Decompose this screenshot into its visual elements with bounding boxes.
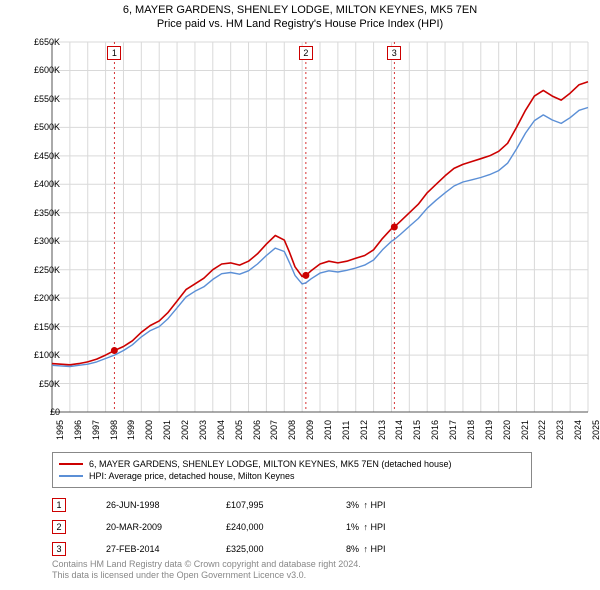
legend-swatch	[59, 463, 83, 465]
x-axis-label: 2000	[144, 420, 154, 440]
legend-swatch	[59, 475, 83, 477]
transaction-marker: 2	[52, 520, 66, 534]
x-axis-label: 2001	[162, 420, 172, 440]
x-axis-label: 1997	[91, 420, 101, 440]
legend-label: 6, MAYER GARDENS, SHENLEY LODGE, MILTON …	[89, 459, 451, 469]
x-axis-label: 2015	[412, 420, 422, 440]
transaction-price: £325,000	[226, 544, 306, 554]
x-axis-label: 2003	[198, 420, 208, 440]
x-axis-label: 2005	[234, 420, 244, 440]
x-axis-label: 2019	[484, 420, 494, 440]
x-axis-label: 2022	[537, 420, 547, 440]
marker-box: 3	[387, 46, 401, 60]
transaction-date: 20-MAR-2009	[106, 522, 186, 532]
x-axis-label: 2021	[520, 420, 530, 440]
transaction-hpi: 3% ↑ HPI	[346, 500, 426, 510]
transaction-table: 1 26-JUN-1998 £107,995 3% ↑ HPI 2 20-MAR-2009…	[52, 494, 426, 560]
x-axis-label: 2006	[252, 420, 262, 440]
x-axis-label: 2004	[216, 420, 226, 440]
x-axis-label: 2024	[573, 420, 583, 440]
legend-row: 6, MAYER GARDENS, SHENLEY LODGE, MILTON …	[59, 459, 525, 469]
x-axis-label: 2014	[394, 420, 404, 440]
transaction-hpi: 1% ↑ HPI	[346, 522, 426, 532]
x-axis-label: 2020	[502, 420, 512, 440]
x-axis-label: 2010	[323, 420, 333, 440]
marker-box: 1	[107, 46, 121, 60]
transaction-date: 27-FEB-2014	[106, 544, 186, 554]
y-axis-label: £150K	[10, 322, 60, 332]
y-axis-label: £100K	[10, 350, 60, 360]
title-line1: 6, MAYER GARDENS, SHENLEY LODGE, MILTON …	[0, 0, 600, 16]
footer-line1: Contains HM Land Registry data © Crown c…	[52, 559, 361, 571]
transaction-date: 26-JUN-1998	[106, 500, 186, 510]
transaction-marker: 1	[52, 498, 66, 512]
y-axis-label: £550K	[10, 94, 60, 104]
transaction-row: 2 20-MAR-2009 £240,000 1% ↑ HPI	[52, 516, 426, 538]
x-axis-label: 2017	[448, 420, 458, 440]
x-axis-label: 1996	[73, 420, 83, 440]
x-axis-label: 2012	[359, 420, 369, 440]
x-axis-label: 2007	[269, 420, 279, 440]
y-axis-label: £300K	[10, 236, 60, 246]
footer-line2: This data is licensed under the Open Gov…	[52, 570, 361, 582]
x-axis-label: 2018	[466, 420, 476, 440]
y-axis-label: £400K	[10, 179, 60, 189]
x-axis-label: 2023	[555, 420, 565, 440]
x-axis-label: 2013	[377, 420, 387, 440]
chart-area	[52, 42, 588, 412]
x-axis-label: 1998	[109, 420, 119, 440]
transaction-price: £240,000	[226, 522, 306, 532]
x-axis-label: 1999	[126, 420, 136, 440]
y-axis-label: £650K	[10, 37, 60, 47]
footer-text: Contains HM Land Registry data © Crown c…	[52, 559, 361, 582]
x-axis-label: 2009	[305, 420, 315, 440]
y-axis-label: £250K	[10, 265, 60, 275]
transaction-hpi: 8% ↑ HPI	[346, 544, 426, 554]
x-axis-label: 2025	[591, 420, 600, 440]
chart-svg	[52, 42, 588, 412]
y-axis-label: £0	[10, 407, 60, 417]
x-axis-label: 2016	[430, 420, 440, 440]
title-line2: Price paid vs. HM Land Registry's House …	[0, 16, 600, 30]
legend-box: 6, MAYER GARDENS, SHENLEY LODGE, MILTON …	[52, 452, 532, 488]
x-axis-label: 2011	[341, 421, 351, 440]
chart-container: 6, MAYER GARDENS, SHENLEY LODGE, MILTON …	[0, 0, 600, 590]
y-axis-label: £600K	[10, 65, 60, 75]
x-axis-label: 2002	[180, 420, 190, 440]
y-axis-label: £450K	[10, 151, 60, 161]
transaction-marker: 3	[52, 542, 66, 556]
legend-row: HPI: Average price, detached house, Milt…	[59, 471, 525, 481]
x-axis-label: 2008	[287, 420, 297, 440]
y-axis-label: £50K	[10, 379, 60, 389]
y-axis-label: £200K	[10, 293, 60, 303]
y-axis-label: £500K	[10, 122, 60, 132]
marker-box: 2	[299, 46, 313, 60]
legend-label: HPI: Average price, detached house, Milt…	[89, 471, 294, 481]
transaction-price: £107,995	[226, 500, 306, 510]
transaction-row: 3 27-FEB-2014 £325,000 8% ↑ HPI	[52, 538, 426, 560]
y-axis-label: £350K	[10, 208, 60, 218]
transaction-row: 1 26-JUN-1998 £107,995 3% ↑ HPI	[52, 494, 426, 516]
x-axis-label: 1995	[55, 420, 65, 440]
